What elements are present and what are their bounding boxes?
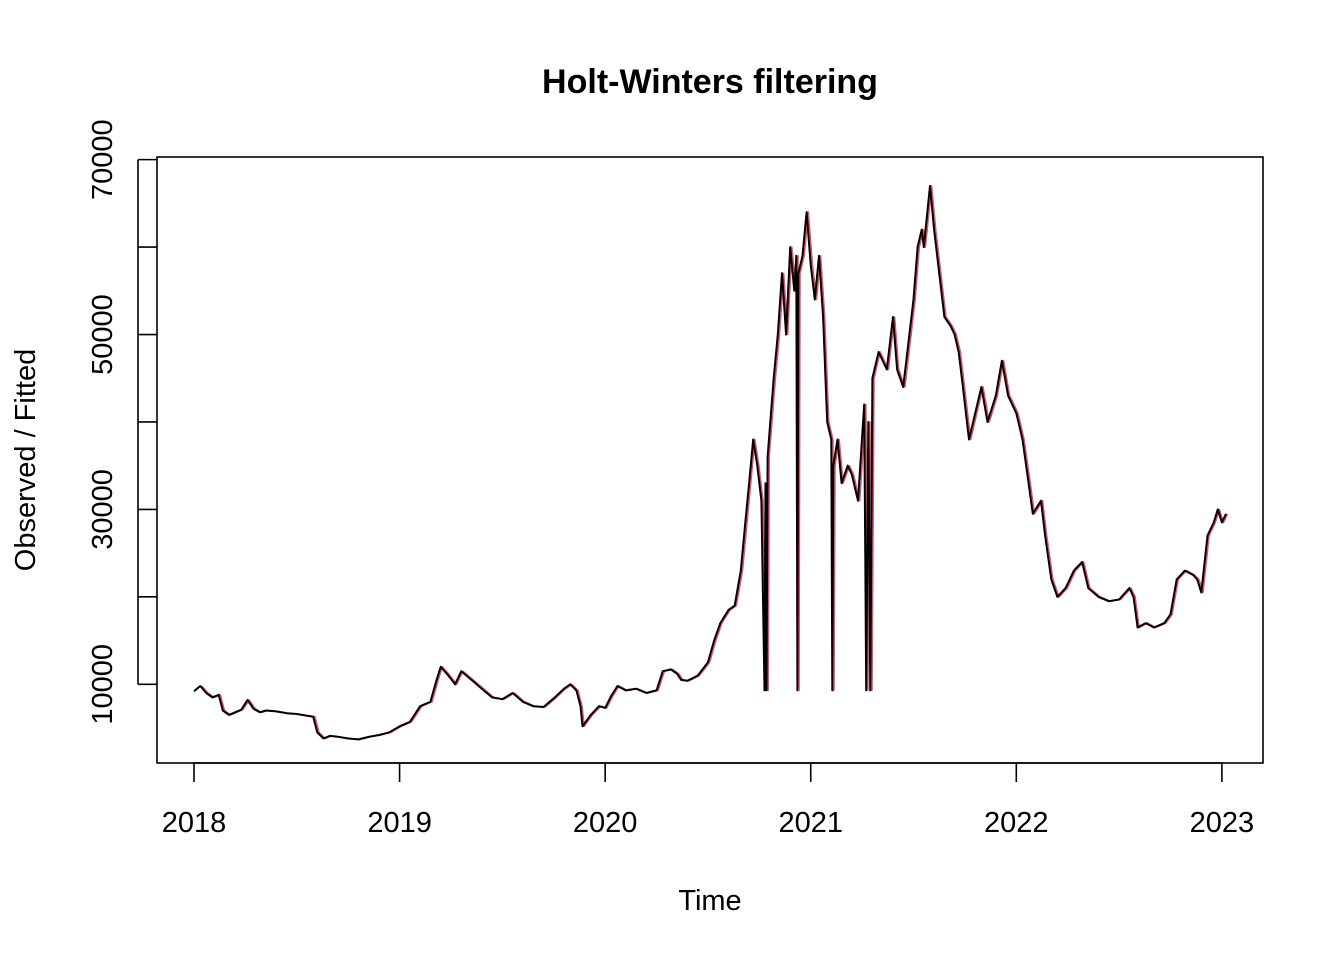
fitted-series-line xyxy=(201,185,1229,741)
y-axis-label: Observed / Fitted xyxy=(10,349,42,571)
x-tick-label: 2021 xyxy=(778,807,843,839)
x-tick-label: 2018 xyxy=(162,807,227,839)
series-group xyxy=(193,184,1229,741)
plot-frame xyxy=(156,156,1264,764)
y-tick-label: 50000 xyxy=(87,294,119,375)
x-tick-label: 2019 xyxy=(367,807,432,839)
y-tick-label: 10000 xyxy=(87,644,119,725)
x-tick-label: 2020 xyxy=(573,807,638,839)
x-axis-label: Time xyxy=(678,885,741,917)
y-axis: 10000 30000 50000 70000 xyxy=(87,119,157,725)
x-axis: 2018 2019 2020 2021 2022 2023 xyxy=(162,762,1255,839)
observed-series-line xyxy=(193,184,1227,741)
x-tick-label: 2023 xyxy=(1190,807,1255,839)
y-tick-label: 30000 xyxy=(87,469,119,550)
x-tick-label: 2022 xyxy=(984,807,1049,839)
chart-title: Holt-Winters filtering xyxy=(542,63,878,101)
y-tick-label: 70000 xyxy=(87,119,119,200)
